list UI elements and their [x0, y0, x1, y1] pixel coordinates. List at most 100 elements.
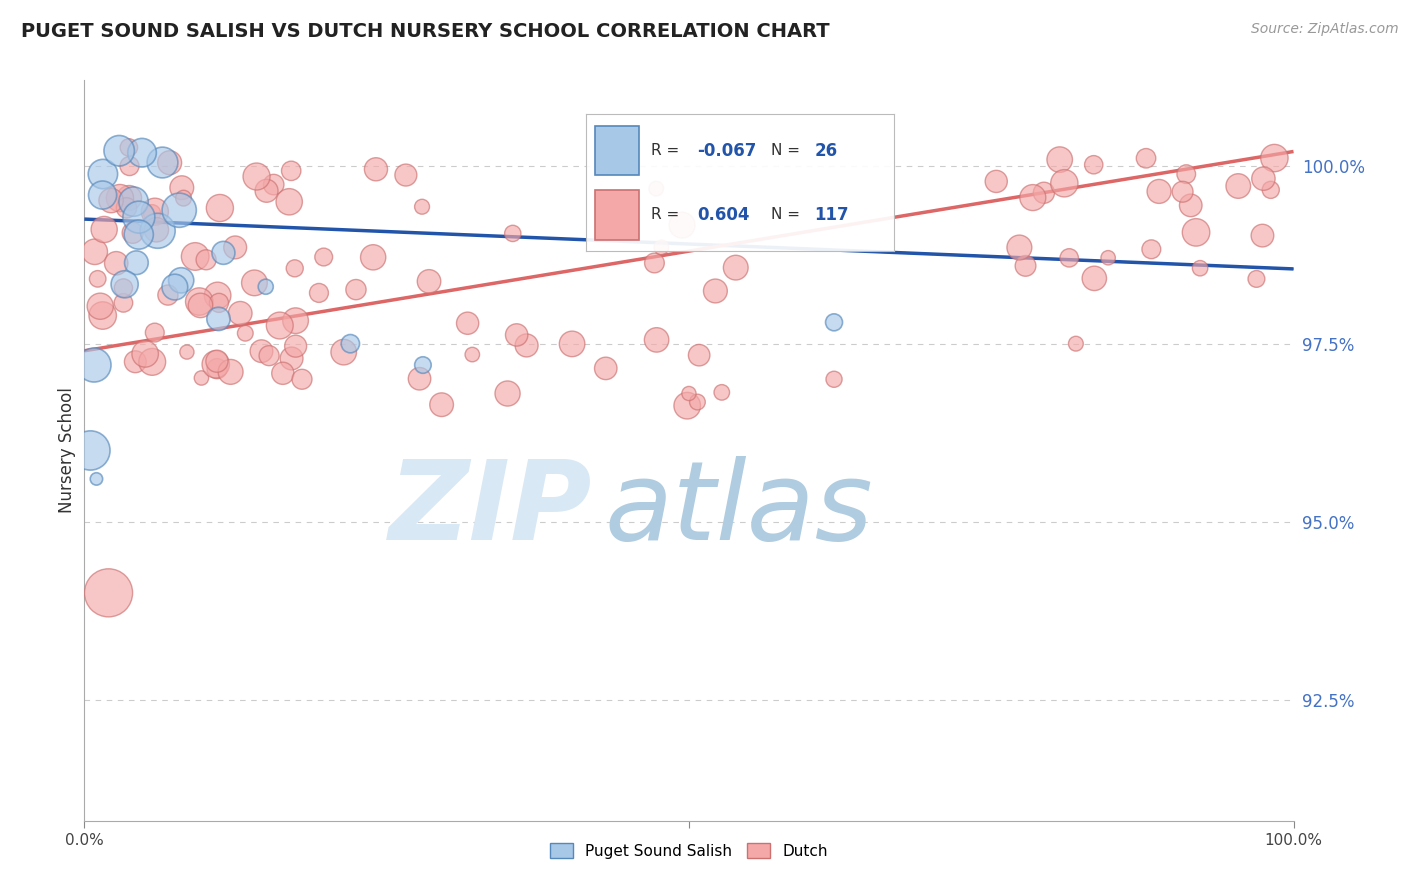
Point — [1171, 185, 1194, 199]
Point — [263, 178, 285, 192]
Point — [643, 256, 665, 270]
Point — [284, 261, 307, 276]
Point — [1189, 261, 1212, 276]
Point — [332, 345, 354, 359]
Point — [516, 338, 538, 352]
Point — [339, 336, 361, 351]
Point — [250, 344, 273, 359]
Point — [229, 306, 252, 320]
Point — [125, 256, 148, 270]
Point — [188, 294, 211, 309]
Point — [143, 326, 166, 340]
Point — [645, 333, 668, 347]
Y-axis label: Nursery School: Nursery School — [58, 387, 76, 514]
Point — [1175, 167, 1198, 181]
Point — [134, 347, 156, 361]
Point — [184, 250, 207, 264]
Point — [224, 240, 246, 254]
Text: ZIP: ZIP — [388, 456, 592, 563]
Point — [156, 288, 179, 302]
Point — [195, 252, 218, 267]
Point — [208, 296, 231, 310]
Point — [364, 162, 387, 177]
Point — [284, 339, 307, 353]
Point — [724, 260, 747, 275]
Point — [219, 365, 242, 379]
Point — [1097, 251, 1119, 265]
Point — [1185, 226, 1208, 240]
Point — [688, 348, 710, 362]
Point — [91, 188, 114, 202]
Point — [118, 159, 141, 173]
Point — [271, 366, 294, 380]
Point — [1227, 179, 1250, 194]
Point — [496, 386, 519, 401]
Point — [91, 167, 114, 181]
Point — [152, 155, 174, 169]
Point — [1083, 158, 1105, 172]
Point — [124, 355, 146, 369]
Point — [97, 586, 120, 600]
Point — [291, 372, 314, 386]
Point — [89, 299, 111, 313]
Point — [395, 168, 418, 182]
Point — [131, 145, 153, 160]
Point — [1260, 183, 1282, 197]
Point — [411, 200, 433, 214]
Point — [145, 223, 167, 237]
Point — [1180, 198, 1202, 212]
Point — [243, 276, 266, 290]
Point — [112, 296, 135, 310]
Point — [208, 201, 231, 215]
Point — [312, 250, 335, 264]
Point — [1022, 191, 1045, 205]
Point — [1049, 153, 1071, 167]
Point — [205, 361, 228, 376]
Point — [105, 256, 128, 270]
Point — [1251, 228, 1274, 243]
Point — [207, 311, 229, 326]
Point — [986, 174, 1008, 188]
Point — [170, 273, 193, 287]
Text: PUGET SOUND SALISH VS DUTCH NURSERY SCHOOL CORRELATION CHART: PUGET SOUND SALISH VS DUTCH NURSERY SCHO… — [21, 22, 830, 41]
Point — [128, 210, 150, 224]
Point — [1263, 151, 1285, 165]
Text: atlas: atlas — [605, 456, 873, 563]
Point — [254, 279, 277, 293]
Point — [83, 358, 105, 372]
Point — [128, 227, 150, 242]
Point — [212, 245, 235, 260]
Point — [176, 345, 198, 359]
Point — [1057, 251, 1080, 265]
Point — [190, 298, 212, 312]
Point — [1008, 240, 1031, 254]
Legend: Puget Sound Salish, Dutch: Puget Sound Salish, Dutch — [544, 837, 834, 865]
Point — [1083, 271, 1105, 285]
Point — [167, 203, 190, 218]
Point — [686, 395, 709, 409]
Point — [1032, 186, 1054, 200]
Point — [361, 250, 384, 264]
Point — [173, 191, 195, 205]
Point — [79, 443, 101, 458]
Point — [170, 180, 193, 194]
Point — [205, 354, 228, 368]
Point — [284, 314, 307, 328]
Point — [710, 385, 733, 400]
Point — [280, 164, 302, 178]
Point — [100, 194, 122, 208]
Point — [1246, 272, 1268, 286]
Point — [141, 355, 163, 369]
Point — [676, 399, 699, 413]
Point — [245, 169, 267, 184]
Point — [233, 326, 256, 341]
Point — [207, 288, 229, 302]
Point — [430, 398, 453, 412]
Point — [91, 309, 114, 323]
Point — [344, 283, 367, 297]
Point — [280, 351, 302, 366]
Point — [1014, 259, 1036, 273]
Point — [163, 280, 186, 294]
Point — [678, 386, 700, 401]
Point — [671, 218, 693, 232]
